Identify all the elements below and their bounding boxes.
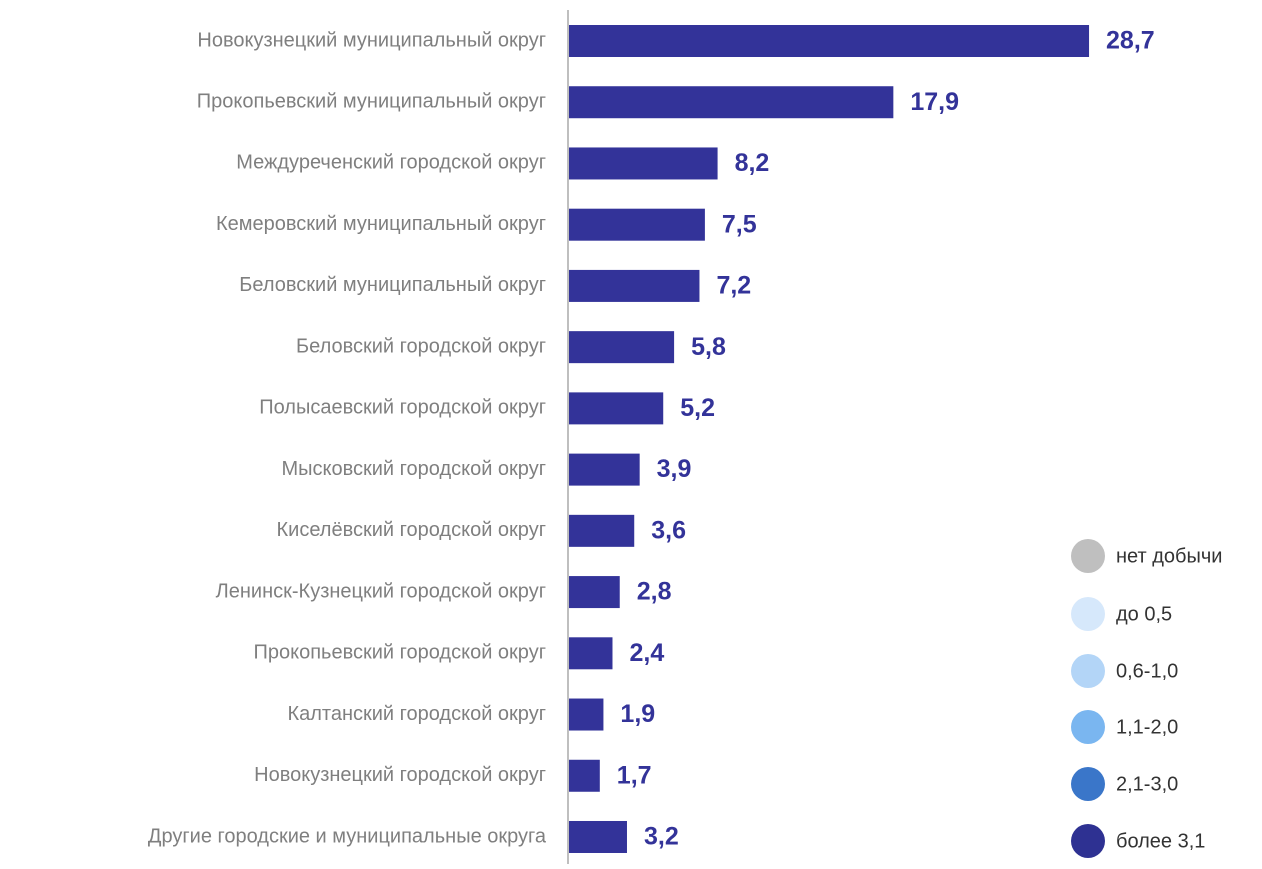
- legend-swatch: [1071, 597, 1105, 631]
- category-label: Киселёвский городской округ: [277, 519, 546, 541]
- bar: [569, 637, 613, 670]
- value-label: 5,2: [680, 394, 715, 422]
- legend-label: 0,6-1,0: [1116, 660, 1178, 682]
- value-label: 3,9: [657, 455, 692, 483]
- bar: [569, 208, 705, 241]
- value-label: 3,2: [644, 823, 679, 851]
- category-label: Прокопьевский муниципальный округ: [197, 91, 546, 113]
- value-label: 17,9: [910, 88, 959, 116]
- value-label: 2,4: [629, 639, 664, 667]
- legend-label: нет добычи: [1116, 545, 1222, 567]
- value-label: 7,5: [722, 210, 757, 238]
- category-label: Новокузнецкий муниципальный округ: [197, 29, 546, 51]
- category-label: Беловский муниципальный округ: [239, 274, 546, 296]
- category-label: Ленинск-Кузнецкий городской округ: [216, 580, 546, 602]
- legend-swatch: [1071, 539, 1105, 573]
- bar: [569, 25, 1090, 57]
- bar: [569, 698, 604, 731]
- category-label: Полысаевский городской округ: [259, 397, 546, 419]
- bar: [569, 576, 620, 609]
- bar: [569, 86, 894, 119]
- legend-swatch: [1071, 767, 1105, 801]
- bar: [569, 147, 718, 180]
- value-label: 8,2: [735, 149, 770, 177]
- legend-swatch: [1071, 710, 1105, 744]
- legend-label: 1,1-2,0: [1116, 716, 1178, 738]
- bar: [569, 392, 664, 425]
- category-label: Калтанский городской округ: [287, 703, 546, 725]
- value-label: 1,9: [620, 700, 655, 728]
- bar: [569, 453, 640, 486]
- legend-label: до 0,5: [1116, 603, 1172, 625]
- category-label: Прокопьевский городской округ: [254, 642, 547, 664]
- bar: [569, 331, 675, 364]
- bar: [569, 759, 600, 792]
- value-label: 28,7: [1106, 27, 1155, 55]
- category-label: Беловский городской округ: [296, 335, 546, 357]
- value-label: 2,8: [637, 578, 672, 606]
- category-label: Другие городские и муниципальные округа: [148, 825, 547, 847]
- bar: [569, 514, 635, 547]
- legend-swatch: [1071, 654, 1105, 688]
- legend-label: 2,1-3,0: [1116, 773, 1178, 795]
- bar: [569, 820, 627, 853]
- value-label: 5,8: [691, 333, 726, 361]
- category-label: Кемеровский муниципальный округ: [216, 213, 546, 235]
- bar: [569, 269, 700, 302]
- value-label: 1,7: [617, 761, 652, 789]
- category-label: Мысковский городской округ: [281, 458, 546, 480]
- category-label: Междуреченский городской округ: [236, 152, 546, 174]
- value-label: 7,2: [716, 272, 751, 300]
- value-label: 3,6: [651, 516, 686, 544]
- category-label: Новокузнецкий городской округ: [254, 764, 546, 786]
- legend-label: более 3,1: [1116, 830, 1205, 852]
- legend-swatch: [1071, 824, 1105, 858]
